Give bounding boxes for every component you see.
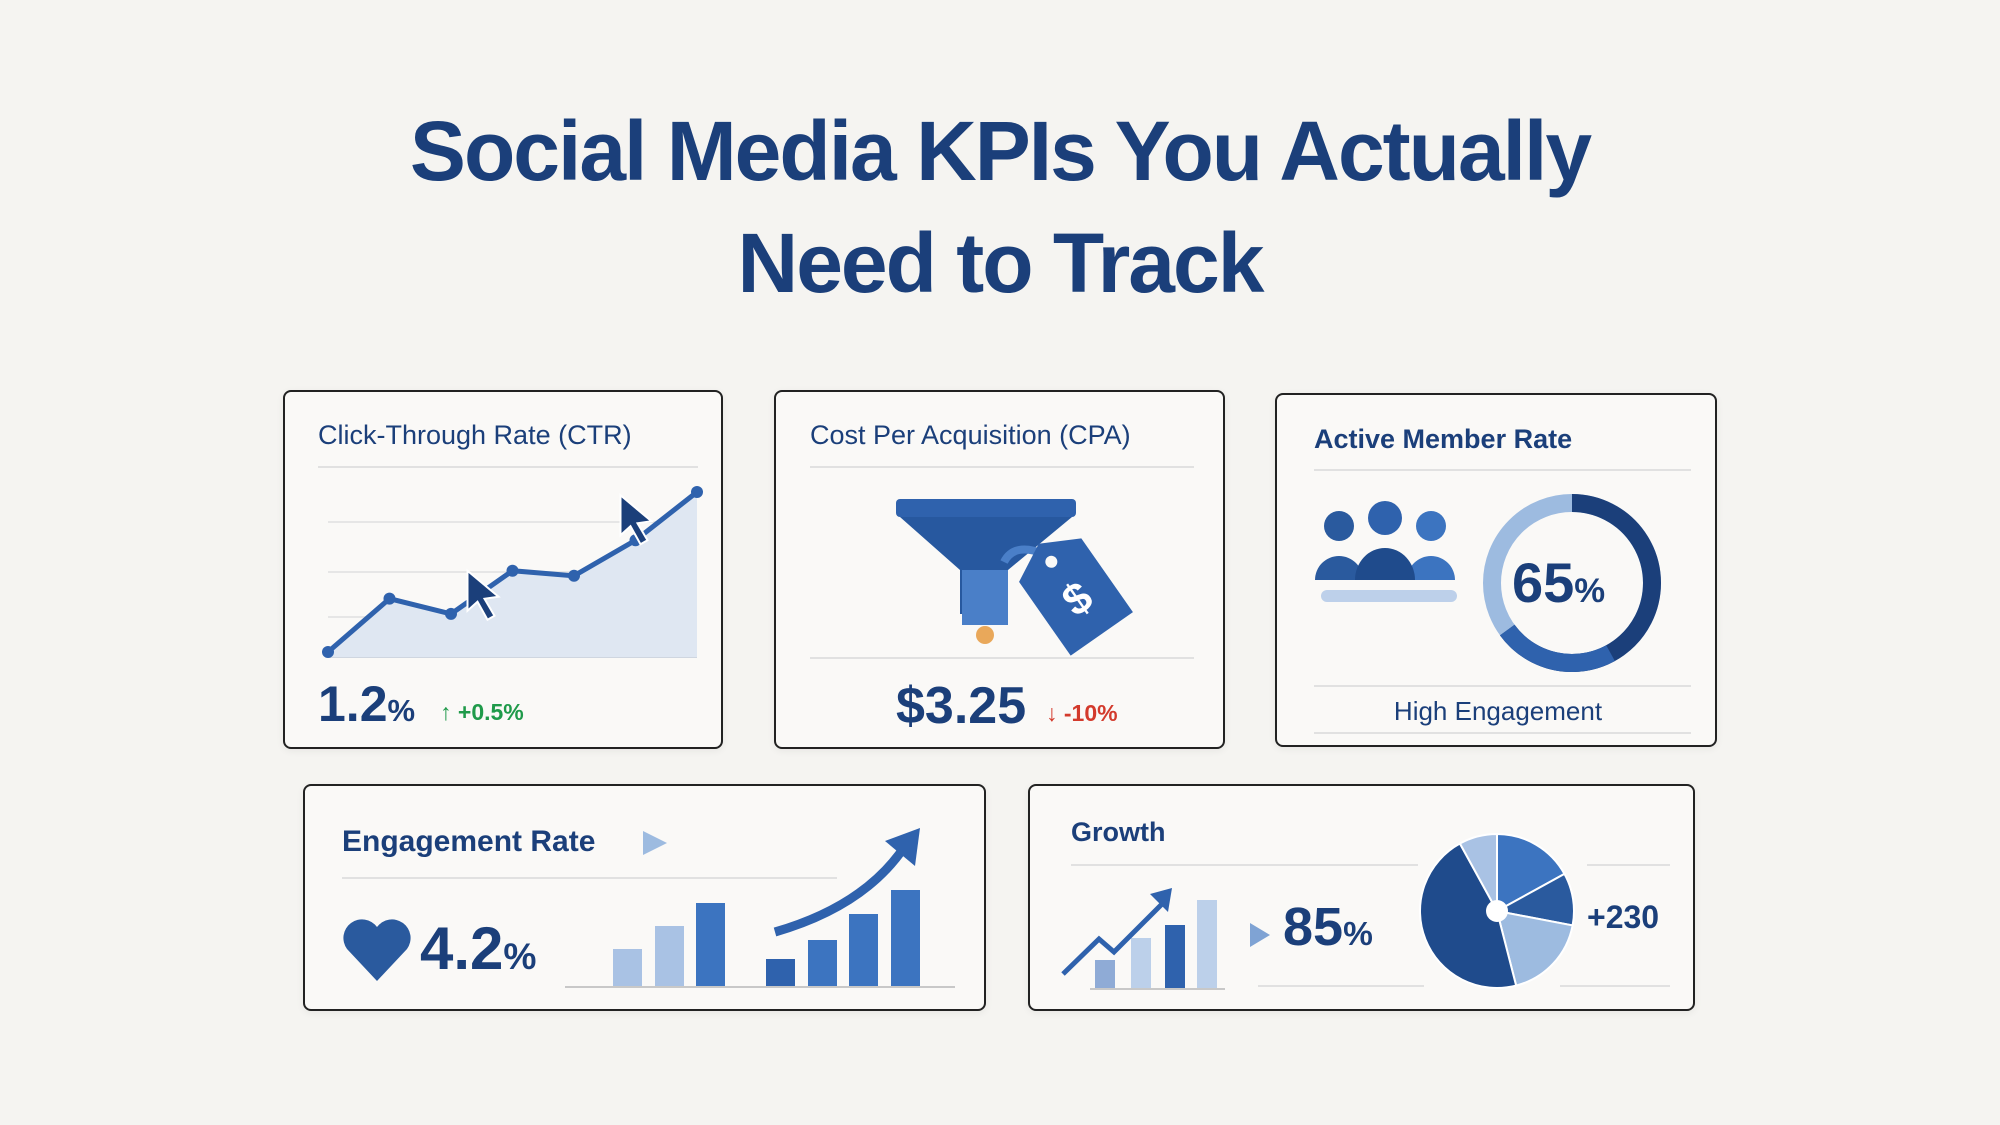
divider: [318, 466, 698, 468]
data-point: [691, 486, 703, 498]
growth-card: Growth 85% +230: [1028, 784, 1695, 1011]
ctr-line-chart: [322, 486, 703, 658]
growth-pie-chart: [1419, 832, 1575, 989]
divider: [342, 877, 837, 879]
engagement-number: 4.2: [420, 915, 504, 982]
page-title-line-1: Social Media KPIs You Actually: [409, 104, 1592, 198]
divider: [810, 466, 1194, 468]
engagement-value: 4.2%: [420, 914, 537, 983]
cpa-change: ↓ -10%: [1046, 700, 1118, 727]
data-point: [506, 564, 519, 577]
bar: [613, 949, 642, 986]
divider: [810, 657, 1194, 659]
cpa-change-text: -10%: [1063, 700, 1118, 726]
funnel-price-tag-icon: $: [896, 499, 1133, 656]
active-number: 65: [1512, 551, 1575, 614]
data-point: [568, 569, 580, 582]
divider: [1560, 985, 1670, 987]
ctr-number: 1.2: [318, 676, 388, 732]
growth-count: +230: [1587, 899, 1660, 935]
pie-slice: [1419, 842, 1518, 989]
bar: [1095, 960, 1115, 988]
card-title: Engagement Rate: [342, 825, 596, 858]
ctr-change-text: +0.5%: [457, 699, 524, 725]
cursor-icon: [619, 493, 654, 546]
bar: [1131, 938, 1151, 988]
arrow-down-icon: ↓: [1046, 700, 1058, 726]
trend-arrow-line: [773, 843, 909, 937]
trend-arrow-head: [885, 828, 920, 866]
card-title: Active Member Rate: [1314, 424, 1573, 454]
engagement-unit: %: [503, 935, 537, 977]
bar: [1197, 900, 1217, 988]
page-title-line-2: Need to Track: [737, 216, 1265, 310]
active-member-card: Active Member Rate 65% High Engagement: [1275, 393, 1717, 747]
bar: [766, 959, 795, 986]
play-triangle-icon: [1250, 923, 1270, 947]
card-title: Cost Per Acquisition (CPA): [810, 420, 1131, 450]
data-point: [322, 646, 334, 658]
donut-progress-segment: [1500, 624, 1615, 672]
arrow-up-icon: ↑: [440, 699, 452, 725]
card-title: Growth: [1071, 817, 1166, 847]
ctr-change: ↑ +0.5%: [440, 699, 524, 726]
pie-slice: [1458, 832, 1498, 912]
bar: [891, 890, 920, 986]
pie-center: [1486, 900, 1508, 922]
engagement-bar-chart: [565, 828, 955, 988]
trend-arrow-head: [1150, 888, 1172, 912]
ctr-card: Click-Through Rate (CTR) 1.2% ↑ +0.5%: [283, 390, 723, 749]
divider: [1587, 864, 1670, 866]
card-title: Click-Through Rate (CTR): [318, 420, 632, 450]
bar: [655, 926, 684, 986]
cpa-card: Cost Per Acquisition (CPA) $ $3.25 ↓ -10…: [774, 390, 1225, 749]
pie-slice: [1496, 832, 1566, 913]
heart-icon: [343, 919, 411, 981]
growth-value: 85%: [1283, 896, 1373, 958]
people-group-icon: [1315, 501, 1457, 602]
data-point: [383, 592, 396, 605]
trend-arrow-line: [1061, 902, 1164, 976]
bar: [696, 903, 725, 986]
bar: [849, 914, 878, 986]
ctr-value: 1.2%: [318, 675, 415, 733]
divider: [1314, 685, 1691, 687]
cpa-value: $3.25: [896, 677, 1027, 735]
engagement-card: Engagement Rate 4.2%: [303, 784, 986, 1011]
active-value: 65%: [1512, 550, 1605, 615]
divider: [1071, 864, 1418, 866]
divider: [1314, 732, 1691, 734]
divider: [1314, 469, 1691, 471]
active-rate-donut: [1483, 494, 1661, 672]
bar: [1165, 925, 1185, 988]
pie-slice: [1495, 909, 1574, 987]
engagement-label: High Engagement: [1393, 696, 1603, 726]
cursor-icon: [466, 568, 501, 622]
divider: [1258, 985, 1424, 987]
growth-number: 85: [1283, 897, 1344, 957]
ctr-unit: %: [387, 693, 416, 728]
bar: [808, 940, 837, 986]
play-triangle-icon: [643, 831, 667, 855]
data-point: [445, 607, 457, 620]
active-unit: %: [1574, 572, 1606, 610]
growth-unit: %: [1343, 916, 1373, 953]
growth-bar-chart: [1061, 888, 1225, 990]
